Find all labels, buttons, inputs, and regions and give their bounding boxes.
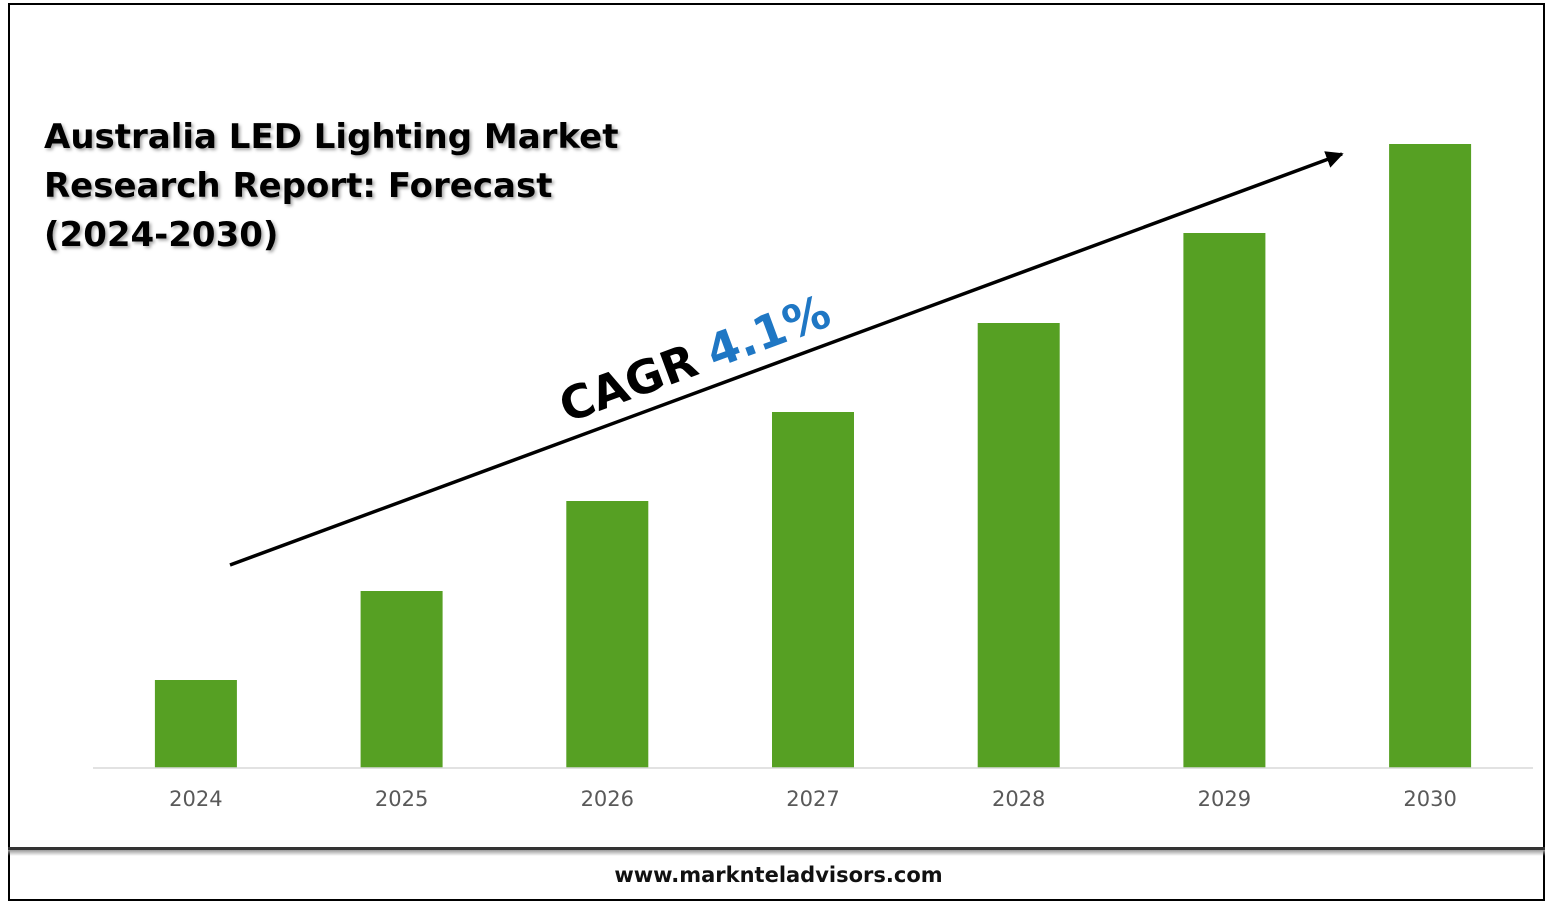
footer-url: www.marknteladvisors.com — [614, 863, 943, 887]
bars-layer — [154, 144, 1472, 768]
x-tick-label-2028: 2028 — [992, 787, 1045, 811]
x-tick-label-2027: 2027 — [786, 787, 839, 811]
x-tick-label-2026: 2026 — [581, 787, 634, 811]
footer-divider — [8, 847, 1545, 850]
x-tick-label-2030: 2030 — [1403, 787, 1456, 811]
x-tick-label-2024: 2024 — [169, 787, 222, 811]
bar-2025 — [360, 591, 443, 768]
bar-2028 — [977, 323, 1060, 768]
bar-2024 — [154, 680, 237, 768]
cagr-annotation: CAGR4.1% — [552, 284, 837, 433]
bar-2030 — [1389, 144, 1472, 768]
trend-arrow — [229, 151, 1344, 567]
bar-2029 — [1183, 233, 1266, 768]
footer-shadow — [8, 850, 1545, 856]
x-tick-label-2029: 2029 — [1198, 787, 1251, 811]
bar-2027 — [772, 412, 854, 768]
x-tick-labels: 2024 2025 2026 2027 2028 2029 2030 — [169, 787, 1457, 811]
chart-title: Australia LED Lighting Market Research R… — [44, 117, 619, 255]
bar-2026 — [566, 501, 649, 768]
x-tick-label-2025: 2025 — [375, 787, 428, 811]
